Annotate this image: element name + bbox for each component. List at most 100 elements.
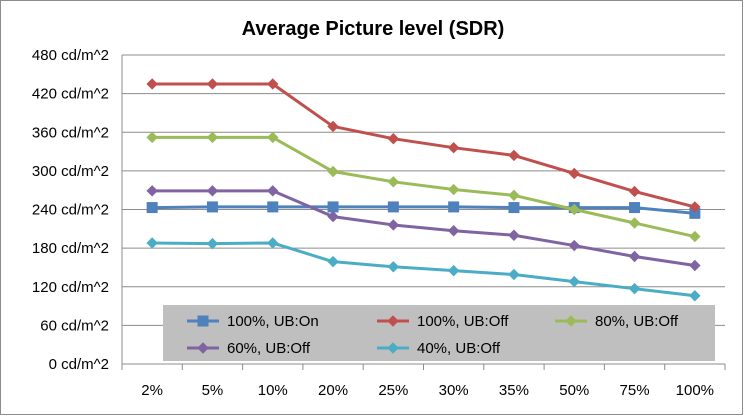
y-tick-labels: 0 cd/m^2 60 cd/m^2 120 cd/m^2 180 cd/m^2 240…	[32, 47, 109, 373]
data-point	[267, 185, 279, 197]
data-point	[689, 230, 701, 243]
x-tick-label: 20%	[318, 382, 348, 399]
legend-marker	[197, 342, 209, 354]
data-point	[146, 131, 158, 144]
data-point	[267, 78, 279, 90]
x-tick-labels: 2% 5% 10% 20% 25% 30% 35% 50% 75% 100%	[141, 382, 714, 399]
data-point	[327, 210, 339, 223]
legend-marker	[197, 315, 209, 327]
y-tick-label: 60 cd/m^2	[40, 317, 109, 334]
legend: 100%, UB:On 100%, UB:Off 80%, UB:Off 60%, U…	[163, 305, 715, 361]
y-tick-label: 360 cd/m^2	[32, 124, 109, 141]
legend-item: 100%, UB:Off	[377, 313, 509, 330]
data-point	[206, 201, 218, 213]
x-tick-label: 35%	[499, 382, 529, 399]
data-point	[146, 185, 158, 197]
series-line	[150, 205, 697, 215]
data-point	[327, 120, 339, 133]
series-line	[150, 241, 697, 298]
y-tick-label: 0 cd/m^2	[49, 356, 109, 373]
series-line	[150, 189, 697, 268]
data-point	[387, 219, 400, 231]
data-point	[327, 255, 339, 268]
series-layer	[146, 78, 701, 302]
legend-item: 60%, UB:Off	[187, 340, 311, 357]
data-point	[387, 176, 400, 188]
data-point	[267, 237, 279, 249]
data-point	[448, 201, 460, 213]
data-point	[327, 165, 339, 178]
legend-label: 100%, UB:Off	[417, 313, 509, 330]
x-tick-label: 10%	[258, 382, 288, 399]
data-point	[146, 202, 158, 214]
x-tick-label: 100%	[676, 382, 714, 399]
series-3	[146, 131, 701, 243]
legend-label: 60%, UB:Off	[227, 340, 311, 357]
data-point	[206, 78, 219, 90]
x-tick-label: 50%	[559, 382, 589, 399]
x-tick-label: 2%	[141, 382, 163, 399]
data-point	[568, 203, 580, 216]
data-point	[267, 131, 279, 144]
data-point	[447, 264, 460, 277]
data-point	[689, 290, 701, 302]
legend-marker	[387, 315, 399, 327]
data-point	[628, 185, 641, 198]
y-tick-label: 420 cd/m^2	[32, 86, 109, 103]
data-point	[508, 202, 520, 214]
x-tick-label: 25%	[378, 382, 408, 399]
data-point	[508, 229, 520, 241]
data-point	[206, 237, 219, 250]
y-tick-label: 480 cd/m^2	[32, 47, 109, 64]
data-point	[629, 202, 641, 214]
legend-marker	[387, 342, 399, 354]
legend-item: 80%, UB:Off	[555, 313, 679, 330]
data-point	[568, 275, 580, 288]
data-point	[508, 149, 520, 162]
data-point	[387, 261, 400, 273]
data-point	[628, 217, 641, 229]
legend-label: 80%, UB:Off	[595, 313, 679, 330]
y-tick-label: 240 cd/m^2	[32, 202, 109, 219]
data-point	[146, 78, 158, 90]
data-point	[387, 132, 400, 145]
y-tick-label: 180 cd/m^2	[32, 240, 109, 257]
legend-item: 40%, UB:Off	[377, 340, 501, 357]
data-point	[508, 189, 520, 202]
legend-item: 100%, UB:On	[187, 313, 319, 330]
y-tick-label: 120 cd/m^2	[32, 279, 109, 296]
chart-title: Average Picture level (SDR)	[242, 18, 505, 40]
data-point	[327, 201, 339, 213]
data-point	[146, 237, 158, 249]
data-point	[447, 225, 460, 237]
series-5	[146, 237, 701, 302]
legend-label: 40%, UB:Off	[417, 340, 501, 357]
data-point	[206, 185, 219, 197]
legend-label: 100%, UB:On	[227, 313, 319, 330]
series-4	[146, 185, 701, 272]
x-tick-label: 5%	[202, 382, 224, 399]
series-line	[150, 135, 697, 239]
series-2	[146, 78, 701, 213]
data-point	[628, 282, 641, 295]
legend-background	[163, 305, 715, 361]
data-point	[689, 259, 701, 272]
legend-marker	[565, 315, 577, 327]
x-tick-label: 30%	[439, 382, 469, 399]
data-point	[447, 141, 460, 154]
series-1	[146, 201, 701, 219]
axes	[121, 55, 726, 370]
data-point	[508, 268, 520, 281]
data-point	[568, 239, 580, 252]
series-line	[150, 82, 697, 209]
data-point	[447, 183, 460, 196]
data-point	[568, 167, 580, 180]
data-point	[206, 131, 219, 144]
data-point	[628, 250, 641, 263]
data-point	[689, 201, 701, 213]
data-point	[387, 201, 399, 213]
y-tick-label: 300 cd/m^2	[32, 163, 109, 180]
data-point	[267, 201, 279, 213]
